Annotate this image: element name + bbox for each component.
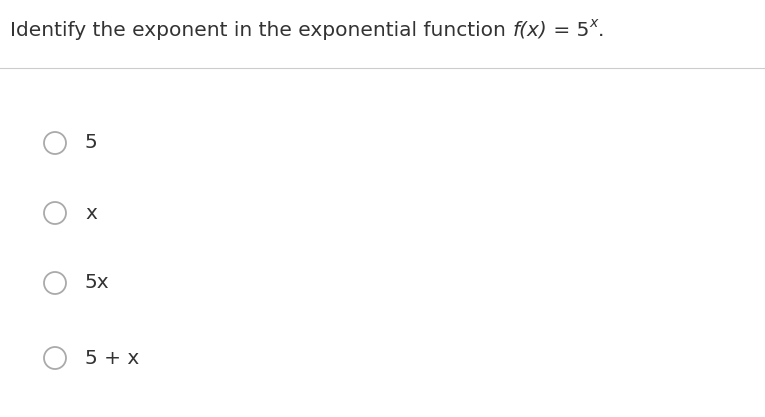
Text: = 5: = 5	[547, 20, 589, 40]
Text: Identify the exponent in the exponential function: Identify the exponent in the exponential…	[10, 20, 513, 40]
Text: 5 + x: 5 + x	[85, 349, 139, 367]
Text: x: x	[589, 16, 597, 30]
Text: 5: 5	[85, 133, 98, 153]
Text: 5x: 5x	[85, 274, 109, 292]
Text: f(x): f(x)	[513, 20, 547, 40]
Text: .: .	[597, 20, 604, 40]
Text: x: x	[85, 203, 97, 223]
